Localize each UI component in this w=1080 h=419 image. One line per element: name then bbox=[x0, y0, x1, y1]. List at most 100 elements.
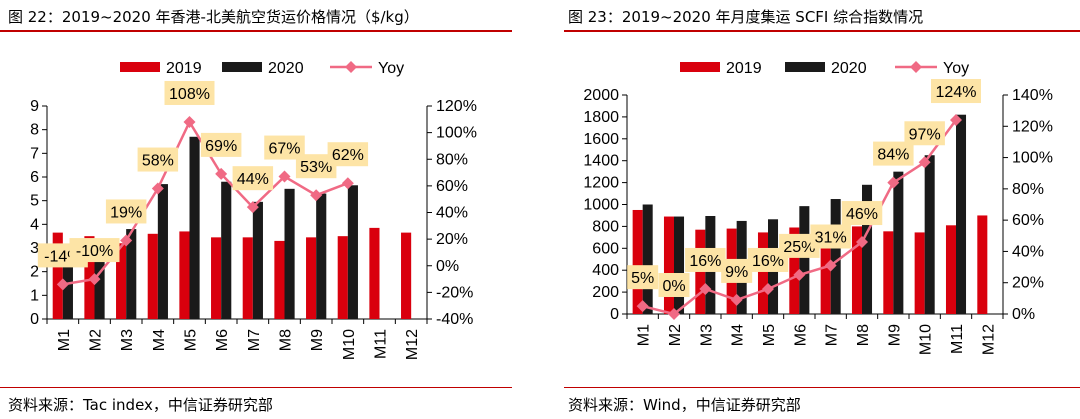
bar-2020-M9 bbox=[893, 171, 904, 314]
yoy-point bbox=[183, 115, 196, 128]
bar-2020-M2 bbox=[94, 244, 105, 319]
y-tick-label: 1 bbox=[30, 287, 39, 304]
bar-2019-M12 bbox=[401, 232, 412, 319]
bar-2019-M5 bbox=[757, 232, 768, 314]
x-tick-label: M1 bbox=[56, 329, 73, 351]
yoy-label-M8: 46% bbox=[846, 206, 878, 223]
y-tick-label: 2 bbox=[30, 264, 39, 281]
yoy-label-M8: 67% bbox=[268, 141, 300, 158]
yoy-label-M5: 16% bbox=[752, 253, 784, 270]
source-note: 资料来源：Wind，中信证券研究部 bbox=[568, 396, 801, 414]
legend-label-2020: 2020 bbox=[831, 60, 867, 77]
legend-label-2019: 2019 bbox=[726, 60, 762, 77]
yoy-point bbox=[699, 282, 712, 295]
y-tick-label: 200 bbox=[592, 284, 619, 301]
bar-2020-M3 bbox=[126, 229, 137, 319]
title-rule bbox=[564, 30, 1080, 32]
x-tick-label: M2 bbox=[667, 324, 684, 346]
bar-2019-M2 bbox=[663, 216, 674, 314]
y-tick-label: 1800 bbox=[583, 109, 619, 126]
bar-2020-M6 bbox=[221, 181, 232, 319]
yoy-point bbox=[151, 182, 164, 195]
y2-tick-label: 100% bbox=[436, 125, 477, 142]
yoy-point bbox=[824, 259, 837, 272]
yoy-label-M2: 0% bbox=[662, 278, 685, 295]
y-tick-label: 0 bbox=[610, 306, 619, 323]
x-tick-label: M4 bbox=[730, 324, 747, 346]
yoy-point bbox=[56, 278, 69, 291]
y2-tick-label: 100% bbox=[1012, 150, 1053, 167]
yoy-label-bg bbox=[232, 166, 274, 191]
x-tick-label: M10 bbox=[918, 324, 935, 355]
bar-2020-M5 bbox=[189, 136, 200, 319]
x-tick-label: M6 bbox=[214, 329, 231, 351]
y2-tick-label: 140% bbox=[1012, 87, 1053, 104]
yoy-label-M7: 31% bbox=[815, 230, 847, 247]
yoy-label-bg bbox=[627, 265, 659, 290]
yoy-label-M9: 84% bbox=[877, 147, 909, 164]
bar-2020-M4 bbox=[157, 184, 168, 319]
yoy-label-M3: 16% bbox=[689, 253, 721, 270]
yoy-label-M4: 9% bbox=[725, 264, 748, 281]
yoy-label-bg bbox=[105, 199, 147, 224]
chart-panel-right: 图 23：2019~2020 年月度集运 SCFI 综合指数情况 2019 202… bbox=[540, 0, 1080, 419]
yoy-point bbox=[793, 268, 806, 281]
legend-marker-yoy bbox=[345, 61, 357, 73]
yoy-point bbox=[341, 177, 354, 190]
yoy-label-bg bbox=[904, 121, 945, 146]
bar-2020-M10 bbox=[347, 185, 358, 319]
x-tick-label: M1 bbox=[636, 324, 653, 346]
y2-tick-label: 40% bbox=[436, 205, 468, 222]
y2-tick-label: 120% bbox=[436, 98, 477, 115]
title-rule bbox=[0, 30, 512, 32]
yoy-label-M1: 5% bbox=[631, 270, 654, 287]
yoy-label-bg bbox=[810, 224, 851, 249]
x-tick-label: M9 bbox=[309, 329, 326, 351]
bar-2020-M1 bbox=[62, 244, 73, 319]
bar-2019-M6 bbox=[789, 227, 800, 314]
bar-2019-M8 bbox=[274, 240, 285, 319]
bar-2019-M9 bbox=[883, 231, 894, 314]
y-tick-label: 9 bbox=[30, 98, 39, 115]
yoy-label-bg bbox=[931, 79, 981, 104]
x-tick-label: M11 bbox=[949, 324, 966, 354]
x-tick-label: M8 bbox=[855, 324, 872, 346]
yoy-point bbox=[668, 308, 680, 320]
legend-swatch-2020 bbox=[222, 62, 262, 72]
yoy-label-bg bbox=[685, 247, 726, 272]
yoy-point bbox=[950, 114, 962, 127]
yoy-label-M5: 108% bbox=[169, 86, 210, 103]
y2-tick-label: 80% bbox=[1012, 181, 1044, 198]
yoy-point bbox=[762, 282, 774, 295]
x-tick-label: M8 bbox=[278, 329, 295, 351]
y-tick-label: 3 bbox=[30, 240, 39, 257]
yoy-label-M6: 69% bbox=[205, 138, 237, 155]
y-tick-label: 1600 bbox=[583, 131, 619, 148]
x-tick-label: M12 bbox=[980, 324, 997, 355]
legend-swatch-2019 bbox=[120, 62, 160, 72]
y2-tick-label: 40% bbox=[1012, 243, 1044, 260]
yoy-label-bg bbox=[841, 201, 883, 226]
yoy-point bbox=[636, 300, 649, 313]
source-rule bbox=[564, 387, 1080, 388]
legend-swatch-2020 bbox=[785, 62, 825, 72]
x-tick-label: M2 bbox=[88, 329, 105, 351]
chart-title: 图 22：2019~2020 年香港-北美航空货运价格情况（$/kg） bbox=[8, 8, 419, 26]
yoy-label-M4: 58% bbox=[142, 153, 174, 170]
x-tick-label: M10 bbox=[341, 329, 358, 360]
y-tick-label: 0 bbox=[30, 311, 39, 328]
bar-2020-M6 bbox=[799, 206, 810, 314]
y2-tick-label: 60% bbox=[436, 178, 468, 195]
legend-label-2020: 2020 bbox=[268, 60, 304, 77]
bar-2019-M4 bbox=[147, 233, 158, 319]
yoy-label-bg bbox=[69, 238, 120, 263]
x-tick-label: M3 bbox=[119, 329, 136, 351]
x-tick-label: M7 bbox=[246, 329, 263, 351]
bar-2019-M7 bbox=[242, 237, 253, 319]
yoy-label-bg bbox=[200, 132, 242, 157]
yoy-point bbox=[246, 201, 259, 214]
legend-marker-yoy bbox=[910, 61, 922, 73]
yoy-label-M2: -10% bbox=[76, 243, 113, 260]
yoy-label-bg bbox=[658, 273, 690, 297]
y-tick-label: 8 bbox=[30, 122, 39, 139]
